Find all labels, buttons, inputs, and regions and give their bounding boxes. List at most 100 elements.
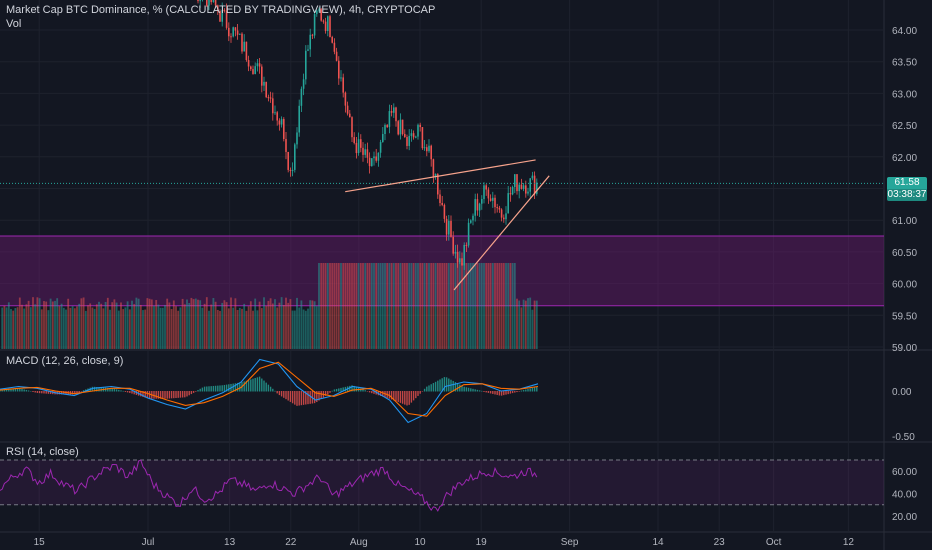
macd-histogram-bar bbox=[214, 385, 217, 392]
candle-body bbox=[243, 41, 245, 52]
macd-histogram-bar bbox=[415, 391, 417, 399]
candle-body bbox=[478, 203, 481, 211]
macd-histogram-bar bbox=[8, 388, 10, 392]
candle-body bbox=[498, 207, 501, 210]
volume-bar bbox=[432, 263, 435, 349]
volume-bar bbox=[348, 263, 351, 349]
macd-histogram-bar bbox=[219, 385, 221, 392]
trendline-lower bbox=[453, 175, 550, 291]
macd-histogram-bar bbox=[157, 391, 160, 399]
macd-histogram-bar bbox=[166, 391, 168, 399]
volume-bar bbox=[56, 298, 59, 349]
volume-bar bbox=[47, 310, 50, 349]
macd-histogram-bar bbox=[465, 387, 468, 392]
volume-bar bbox=[443, 263, 446, 349]
candle-body bbox=[404, 134, 406, 138]
x-tick-label: Jul bbox=[142, 537, 155, 548]
macd-histogram-bar bbox=[195, 391, 197, 392]
volume-bar bbox=[166, 298, 169, 349]
volume-bar bbox=[58, 306, 61, 349]
macd-histogram-bar bbox=[417, 391, 419, 396]
macd-histogram-bar bbox=[265, 382, 267, 392]
macd-histogram-bar bbox=[239, 382, 241, 392]
candle-body bbox=[472, 215, 474, 221]
volume-bar bbox=[254, 298, 257, 349]
macd-histogram-bar bbox=[437, 380, 439, 392]
candle-body bbox=[355, 142, 358, 154]
macd-histogram-bar bbox=[82, 390, 85, 392]
macd-histogram-bar bbox=[274, 390, 276, 392]
volume-bar bbox=[98, 301, 100, 349]
candle-body bbox=[269, 97, 272, 99]
volume-bar bbox=[313, 301, 316, 349]
volume-bar bbox=[203, 303, 206, 349]
candle-body bbox=[283, 119, 285, 140]
macd-histogram-bar bbox=[263, 380, 265, 392]
macd-histogram-bar bbox=[456, 383, 459, 392]
candle-body bbox=[305, 50, 307, 80]
volume-bar bbox=[329, 263, 331, 349]
volume-bar bbox=[423, 263, 426, 349]
volume-bar bbox=[366, 263, 369, 349]
macd-histogram-bar bbox=[234, 383, 237, 392]
x-tick-label: 15 bbox=[34, 537, 46, 548]
y-tick-label: 62.50 bbox=[892, 121, 917, 132]
volume-bar bbox=[23, 308, 26, 349]
candle-body bbox=[309, 34, 311, 50]
volume-bar bbox=[186, 299, 188, 349]
x-tick-label: 14 bbox=[652, 537, 664, 548]
macd-histogram-bar bbox=[93, 386, 96, 392]
macd-histogram-bar bbox=[445, 377, 448, 392]
candle-body bbox=[395, 107, 397, 122]
macd-histogram-bar bbox=[228, 384, 230, 392]
volume-bar bbox=[480, 263, 483, 349]
candle-body bbox=[470, 220, 472, 223]
macd-histogram-bar bbox=[170, 391, 173, 399]
volume-bar bbox=[298, 307, 301, 349]
macd-histogram-bar bbox=[252, 378, 254, 392]
macd-histogram-bar bbox=[507, 391, 509, 395]
volume-bar bbox=[417, 263, 419, 349]
macd-histogram-bar bbox=[320, 391, 322, 399]
macd-histogram-bar bbox=[190, 391, 193, 395]
volume-bar bbox=[205, 297, 208, 349]
macd-histogram-bar bbox=[441, 378, 443, 392]
macd-histogram-bar bbox=[368, 391, 371, 393]
macd-histogram-bar bbox=[494, 391, 496, 395]
volume-bar bbox=[375, 263, 378, 349]
candle-body bbox=[494, 197, 496, 208]
candle-body bbox=[465, 244, 468, 246]
trendlines[interactable] bbox=[345, 159, 550, 291]
volume-bar bbox=[293, 310, 296, 349]
candle-body bbox=[340, 77, 342, 79]
volume-bar bbox=[476, 263, 479, 349]
macd-histogram-bar bbox=[131, 391, 133, 394]
candle-body bbox=[289, 169, 292, 171]
macd-histogram-bar bbox=[146, 391, 149, 399]
volume-bar bbox=[234, 298, 237, 349]
macd-histogram-bar bbox=[487, 391, 490, 393]
macd-histogram-bar bbox=[159, 391, 162, 399]
volume-bar bbox=[256, 310, 259, 349]
volume-bar bbox=[265, 305, 268, 349]
y-tick-label: 63.50 bbox=[892, 58, 917, 69]
candle-body bbox=[511, 187, 514, 195]
volume-bar bbox=[51, 301, 54, 349]
x-tick-label: 13 bbox=[224, 537, 236, 548]
volume-bar bbox=[27, 300, 30, 349]
macd-histogram-bar bbox=[111, 388, 113, 392]
candle-body bbox=[533, 175, 536, 194]
volume-bar bbox=[276, 307, 279, 349]
macd-tick-label: -0.50 bbox=[892, 432, 915, 443]
volume-bar bbox=[62, 307, 65, 349]
candle-body bbox=[371, 158, 373, 167]
candle-body bbox=[335, 51, 338, 61]
candle-body bbox=[377, 152, 380, 161]
macd-histogram-bar bbox=[71, 391, 74, 395]
macd-histogram-bar bbox=[379, 391, 382, 396]
macd-histogram-bar bbox=[307, 391, 309, 405]
volume-bar bbox=[465, 263, 468, 349]
macd-histogram-bar bbox=[399, 391, 402, 403]
volume-bar bbox=[505, 263, 507, 349]
